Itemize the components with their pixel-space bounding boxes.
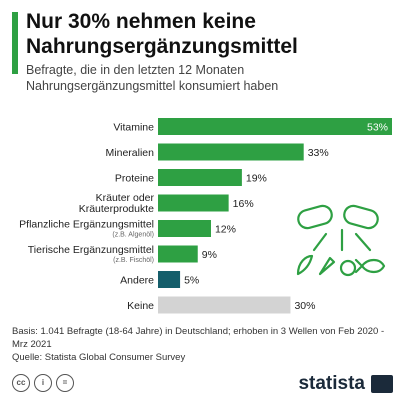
bar-6 <box>158 271 181 288</box>
value-label-2: 19% <box>246 173 267 185</box>
value-label-6: 5% <box>184 275 199 287</box>
category-label-3: Kräuter oder Kräuterprodukte <box>79 192 155 215</box>
noderivs-icon[interactable]: = <box>56 374 74 392</box>
value-label-1: 33% <box>308 147 329 159</box>
bar-2 <box>158 169 242 186</box>
bar-4 <box>158 220 211 237</box>
chart-subtitle: Befragte, die in den letzten 12 Monaten … <box>26 63 279 93</box>
bar-3 <box>158 194 229 212</box>
bar-0 <box>158 118 392 135</box>
value-label-5: 9% <box>202 249 217 261</box>
source-text: Quelle: Statista Global Consumer Survey <box>12 352 186 363</box>
bar-5 <box>158 245 198 263</box>
title-accent-bar <box>12 12 18 74</box>
attribution-icon[interactable]: i <box>34 374 52 392</box>
value-label-4: 12% <box>215 224 236 236</box>
footnote: Basis: 1.041 Befragte (18-64 Jahre) in D… <box>12 325 392 364</box>
category-label-1: Mineralien <box>106 147 155 159</box>
bar-7 <box>158 296 291 314</box>
value-label-7: 30% <box>294 300 315 312</box>
statista-logo-icon <box>371 375 393 393</box>
supplements-illustration-icon <box>296 204 386 277</box>
value-label-3: 16% <box>233 198 254 210</box>
basis-text: Basis: 1.041 Befragte (18-64 Jahre) in D… <box>12 326 385 350</box>
category-label-7: Keine <box>127 300 154 312</box>
value-label-0: 53% <box>367 122 388 134</box>
category-sub-label-4: (z.B. Algenöl) <box>112 232 154 239</box>
category-label-6: Andere <box>120 275 154 287</box>
category-label-4: Pflanzliche Ergänzungsmittel <box>19 219 154 231</box>
statista-logo[interactable]: statista <box>298 373 365 394</box>
footer: cc i = statista <box>12 372 393 396</box>
category-label-2: Proteine <box>115 173 154 185</box>
bar-chart: Vitamine 53% Mineralien 33% Proteine 19% Kräut… <box>19 118 392 314</box>
bar-1 <box>158 143 304 161</box>
category-label-5: Tierische Ergänzungsmittel <box>28 244 154 256</box>
cc-icon[interactable]: cc <box>12 374 30 392</box>
category-label-0: Vitamine <box>113 122 154 134</box>
chart-title: Nur 30% nehmen keine Nahrungsergänzungsm… <box>26 10 298 58</box>
category-sub-label-5: (z.B. Fischöl) <box>113 257 154 264</box>
